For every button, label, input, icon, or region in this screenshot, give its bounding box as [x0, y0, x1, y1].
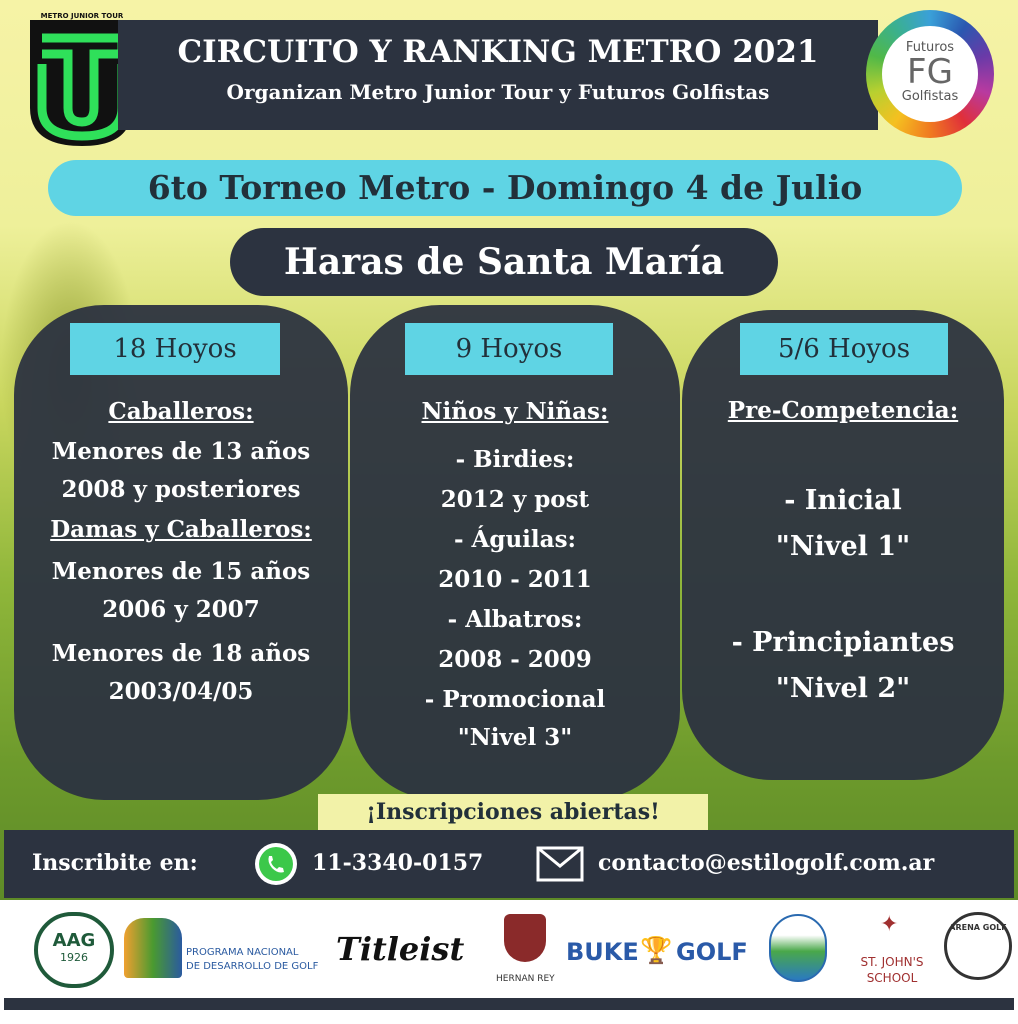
col-line: Pre-Competencia:: [727, 397, 959, 424]
hernan-rey-logo: HERNAN REY: [496, 974, 555, 984]
buke-golf-logo: GOLF: [676, 938, 748, 966]
eagle-icon: ✦: [880, 912, 899, 937]
col-line: - Inicial: [784, 485, 902, 516]
bottom-bar: [4, 998, 1014, 1010]
fg-mid: FG: [907, 52, 953, 92]
col-line: - Águilas:: [453, 526, 577, 553]
aag-text: AAG: [52, 930, 96, 951]
phone-number[interactable]: 11-3340-0157: [312, 850, 484, 876]
trophy-icon: 🏆: [640, 936, 673, 966]
label-9-hoyos: 9 Hoyos: [405, 323, 613, 375]
email-address[interactable]: contacto@estilogolf.com.ar: [598, 850, 935, 876]
header-title: CIRCUITO Y RANKING METRO 2021: [177, 34, 819, 70]
col-line: Menores de 15 años: [51, 558, 311, 585]
event-date-banner: 6to Torneo Metro - Domingo 4 de Julio: [48, 160, 962, 216]
sponsor-logos: AAG 1926 PROGRAMA NACIONAL DE DESARROLLO…: [4, 900, 1014, 998]
col-line: - Birdies:: [455, 446, 575, 473]
st-johns-logo: ST. JOHN'S SCHOOL: [844, 954, 940, 986]
aag-year: 1926: [60, 951, 88, 964]
col-line: 2006 y 2007: [102, 596, 260, 623]
col-line: Menores de 18 años: [51, 640, 311, 667]
futuros-golfistas-logo: Futuros FG Golfistas: [866, 10, 994, 138]
col-line: Damas y Caballeros:: [50, 516, 312, 543]
col-line: "Nivel 1": [775, 531, 911, 562]
contact-bar: Inscribite en: 11-3340-0157 contacto@est…: [4, 830, 1014, 898]
titleist-logo: Titleist: [336, 930, 465, 968]
envelope-icon: [536, 846, 584, 882]
hernan-rey-shield-icon: [504, 914, 546, 962]
arena-text: ARENA GOLF: [949, 923, 1007, 932]
whatsapp-icon: [255, 843, 297, 885]
header-subtitle: Organizan Metro Junior Tour y Futuros Go…: [226, 80, 770, 104]
col-line: - Albatros:: [447, 606, 583, 633]
col-line: "Nivel 2": [775, 673, 911, 704]
programa-nacional-logo: PROGRAMA NACIONAL DE DESARROLLO DE GOLF: [186, 946, 318, 974]
col-line: Menores de 13 años: [51, 438, 311, 465]
registration-open-label: ¡Inscripciones abiertas!: [318, 794, 708, 830]
col-line: 2008 - 2009: [438, 646, 592, 673]
stjohns-line2: SCHOOL: [866, 971, 918, 985]
mjt-text: METRO JUNIOR TOUR: [41, 12, 124, 20]
col-line: - Principiantes: [731, 627, 955, 658]
programa-line2: DE DESARROLLO DE GOLF: [186, 961, 319, 972]
fg-bottom: Golfistas: [901, 89, 959, 104]
col-line: - Promocional: [424, 686, 606, 713]
fg-top: Futuros: [905, 40, 955, 55]
label-18-hoyos: 18 Hoyos: [70, 323, 280, 375]
col-line: 2008 y posteriores: [61, 476, 301, 503]
contact-label: Inscribite en:: [32, 850, 198, 876]
col-line: 2012 y post: [440, 486, 590, 513]
column-5-6-hoyos: Pre-Competencia: - Inicial "Nivel 1" - P…: [682, 310, 1004, 780]
stjohns-line1: ST. JOHN'S: [860, 955, 924, 969]
venue-banner: Haras de Santa María: [230, 228, 778, 296]
arena-golf-logo: ARENA GOLF: [944, 912, 1012, 980]
guernica-logo: [769, 914, 827, 982]
buke-logo: BUKE: [566, 938, 639, 966]
col-line: 2010 - 2011: [438, 566, 592, 593]
aag-logo: AAG 1926: [34, 912, 114, 988]
header-banner: CIRCUITO Y RANKING METRO 2021 Organizan …: [118, 20, 878, 130]
col-line: Caballeros:: [108, 398, 254, 425]
column-9-hoyos: Niños y Niñas: - Birdies: 2012 y post - …: [350, 305, 680, 800]
col-line: Niños y Niñas:: [421, 398, 609, 425]
label-5-6-hoyos: 5/6 Hoyos: [740, 323, 948, 375]
golfers-icon: [124, 918, 182, 978]
col-line: 2003/04/05: [108, 678, 254, 705]
column-18-hoyos: Caballeros: Menores de 13 años 2008 y po…: [14, 305, 348, 800]
programa-line1: PROGRAMA NACIONAL: [186, 947, 299, 958]
col-line: "Nivel 3": [457, 724, 573, 751]
